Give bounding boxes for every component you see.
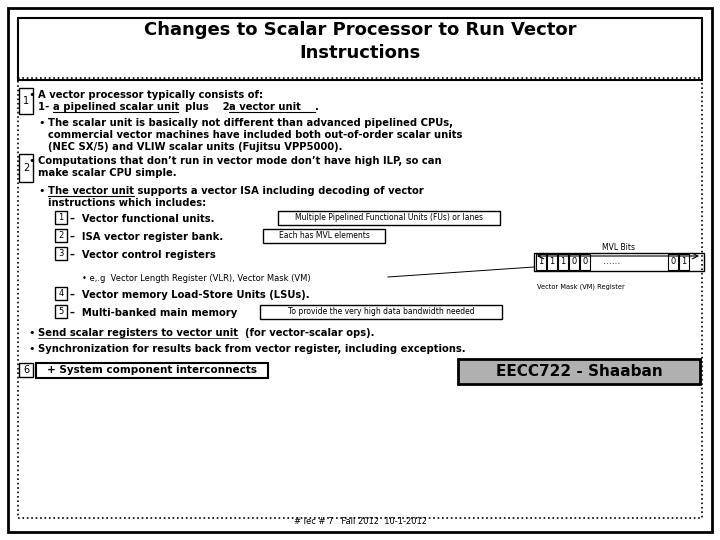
Bar: [19, 154, 33, 182]
Text: + System component interconnects: + System component interconnects: [47, 365, 257, 375]
Bar: [263, 229, 385, 243]
Text: 4: 4: [58, 289, 63, 298]
Text: a pipelined scalar unit: a pipelined scalar unit: [53, 102, 179, 112]
Text: The vector unit: The vector unit: [48, 186, 134, 196]
Bar: [55, 229, 67, 242]
Text: Vector Mask (VM) Register: Vector Mask (VM) Register: [537, 283, 625, 289]
Text: –  Vector control registers: – Vector control registers: [70, 250, 216, 260]
Text: 1-: 1-: [38, 102, 56, 112]
Bar: [534, 253, 704, 271]
Text: 5: 5: [58, 307, 63, 316]
Bar: [19, 363, 33, 377]
Text: The scalar unit is basically not different than advanced pipelined CPUs,: The scalar unit is basically not differe…: [48, 118, 453, 128]
Text: • e,.g  Vector Length Register (VLR), Vector Mask (VM): • e,.g Vector Length Register (VLR), Vec…: [82, 274, 310, 283]
Text: •: •: [28, 156, 35, 166]
Bar: [558, 254, 568, 270]
Text: Each has MVL elements: Each has MVL elements: [279, 232, 369, 240]
Text: •: •: [28, 328, 35, 338]
Text: (NEC SX/5) and VLIW scalar units (Fujitsu VPP5000).: (NEC SX/5) and VLIW scalar units (Fujits…: [48, 142, 343, 152]
Bar: [569, 254, 579, 270]
Text: Synchronization for results back from vector register, including exceptions.: Synchronization for results back from ve…: [38, 344, 466, 354]
Bar: [36, 363, 268, 378]
Bar: [260, 305, 502, 319]
Bar: [668, 254, 678, 270]
Bar: [458, 359, 700, 384]
Text: instructions which includes:: instructions which includes:: [48, 198, 206, 208]
Text: 3: 3: [58, 249, 63, 258]
Bar: [18, 18, 702, 80]
Bar: [19, 88, 33, 114]
Bar: [55, 211, 67, 224]
Text: Computations that don’t run in vector mode don’t have high ILP, so can: Computations that don’t run in vector mo…: [38, 156, 441, 166]
Text: 2: 2: [23, 163, 29, 173]
Text: 0: 0: [582, 258, 588, 267]
Bar: [580, 254, 590, 270]
Text: 1: 1: [560, 258, 566, 267]
Text: EECC722 - Shaaban: EECC722 - Shaaban: [495, 363, 662, 379]
Text: •: •: [38, 118, 45, 128]
Bar: [547, 254, 557, 270]
Text: MVL Bits: MVL Bits: [601, 243, 634, 252]
Text: Instructions: Instructions: [300, 44, 420, 62]
Text: 2: 2: [58, 231, 63, 240]
Text: plus    2-: plus 2-: [178, 102, 240, 112]
Text: make scalar CPU simple.: make scalar CPU simple.: [38, 168, 176, 178]
Text: a vector unit: a vector unit: [229, 102, 301, 112]
Text: commercial vector machines have included both out-of-order scalar units: commercial vector machines have included…: [48, 130, 462, 140]
Text: To provide the very high data bandwidth needed: To provide the very high data bandwidth …: [288, 307, 474, 316]
Text: supports a vector ISA including decoding of vector: supports a vector ISA including decoding…: [134, 186, 424, 196]
Text: .: .: [315, 102, 319, 112]
Text: •: •: [38, 186, 45, 196]
Text: 1: 1: [681, 258, 687, 267]
Text: Send scalar registers to vector unit  (for vector-scalar ops).: Send scalar registers to vector unit (fo…: [38, 328, 374, 338]
Text: –  Vector functional units.: – Vector functional units.: [70, 214, 215, 224]
Bar: [55, 287, 67, 300]
Text: 1: 1: [58, 213, 63, 222]
Text: –  ISA vector register bank.: – ISA vector register bank.: [70, 232, 223, 242]
Bar: [679, 254, 689, 270]
Text: 0: 0: [670, 258, 675, 267]
Bar: [278, 211, 500, 225]
Text: Multiple Pipelined Functional Units (FUs) or lanes: Multiple Pipelined Functional Units (FUs…: [295, 213, 483, 222]
Text: ……: ……: [598, 258, 626, 267]
Bar: [536, 254, 546, 270]
Text: •: •: [28, 344, 35, 354]
Text: Changes to Scalar Processor to Run Vector: Changes to Scalar Processor to Run Vecto…: [144, 21, 576, 39]
Bar: [55, 247, 67, 260]
Text: 1: 1: [549, 258, 554, 267]
Text: 0: 0: [572, 258, 577, 267]
Text: •: •: [28, 90, 35, 100]
Text: 1: 1: [539, 258, 544, 267]
Text: # lec # 7   Fall 2012  10-1-2012: # lec # 7 Fall 2012 10-1-2012: [294, 517, 426, 526]
Text: 6: 6: [23, 365, 29, 375]
Bar: [18, 78, 702, 518]
Text: 1: 1: [23, 96, 29, 106]
Text: A vector processor typically consists of:: A vector processor typically consists of…: [38, 90, 263, 100]
Text: –  Vector memory Load-Store Units (LSUs).: – Vector memory Load-Store Units (LSUs).: [70, 290, 310, 300]
Text: –  Multi-banked main memory: – Multi-banked main memory: [70, 308, 238, 318]
Bar: [55, 305, 67, 318]
